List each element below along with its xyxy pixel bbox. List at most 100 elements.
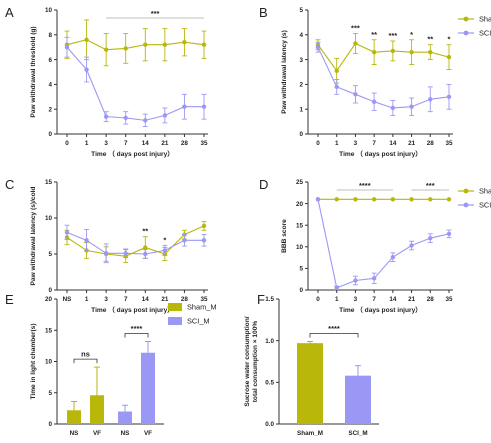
panel-a-y-tick-label-2: 4 — [48, 82, 52, 89]
panel-c-x-tick-label-4: 14 — [142, 296, 150, 303]
panel-c-series-sci-m-point-4 — [143, 251, 148, 257]
panel-a: A 0 2 4 6 8 10 0 1 3 7 14 21 28 35 Time （ days post inj… — [5, 5, 208, 158]
panel-e: E 0 5 10 15 20 Time in light chamber(s) NS VF NS V… — [5, 292, 217, 437]
panel-c-series-sci-m-point-2 — [103, 251, 109, 256]
panel-c-x-tick-label-0: NS — [63, 296, 72, 303]
panel-d-y-axis-label: BBB score — [281, 219, 288, 253]
panel-f-bar-0 — [297, 343, 323, 424]
panel-a-series-sham-m-point-7 — [201, 42, 207, 47]
panel-d: D 0 5 10 15 20 25 0 1 3 7 14 21 28 35 Time （ days post … — [259, 177, 491, 314]
panel-e-x-tick-label-3: VF — [144, 430, 152, 437]
panel-a-x-tick-label-0: 0 — [65, 140, 69, 147]
panel-c-series-sci-m-point-7 — [201, 238, 207, 243]
panel-a-series-sci-m-point-2 — [103, 114, 109, 119]
panel-d-x-tick-label-4: 14 — [389, 296, 397, 303]
panel-d-series-sham-m-point-4 — [390, 197, 396, 202]
panel-b-series-sham-m-point-6 — [428, 49, 433, 55]
panel-c-series-sci-m-point-6 — [182, 238, 187, 243]
panel-c-x-tick-label-3: 7 — [124, 296, 128, 303]
panel-a-series-sham-m-point-4 — [143, 42, 148, 47]
panel-b-point-sig-label-1: ** — [371, 30, 377, 39]
panel-b-point-sig-label-0: *** — [351, 24, 360, 33]
panel-c: C 0 5 10 15 NS 1 3 7 14 21 28 35 Time （ days post inj… — [5, 177, 208, 314]
panel-b-series-sham-m-point-3 — [371, 49, 377, 55]
panel-e-sig-bracket-0 — [73, 358, 98, 364]
panel-b-series-sci-m-point-3 — [371, 99, 377, 104]
panel-a-series-sham-m-point-2 — [103, 47, 109, 52]
panel-e-sig-label-0: ns — [81, 350, 90, 359]
panel-e-bar-3 — [141, 352, 155, 424]
panel-d-y-tick-label-3: 15 — [296, 222, 304, 229]
panel-d-legend-marker-0 — [463, 188, 469, 194]
panel-b-series-sci-m-point-0 — [315, 45, 321, 50]
panel-d-x-tick-label-6: 28 — [427, 296, 435, 303]
panel-d-sig-label-0: **** — [359, 181, 371, 190]
panel-d-y-tick-label-0: 0 — [299, 287, 303, 294]
panel-b-series-sci-m-point-5 — [409, 104, 414, 109]
panel-b-x-tick-label-5: 21 — [408, 140, 416, 147]
panel-a-series-sham-m-point-6 — [182, 40, 187, 45]
panel-e-y-tick-label-0: 0 — [48, 421, 52, 428]
panel-b-point-sig-label-2: *** — [388, 31, 397, 40]
panel-c-x-tick-label-2: 3 — [104, 296, 108, 303]
panel-d-series-sci-m-point-4 — [390, 254, 396, 260]
panel-d-sig-label-1: *** — [426, 181, 435, 190]
panel-d-x-tick-label-0: 0 — [316, 296, 320, 303]
panel-d-y-tick-label-1: 5 — [299, 266, 303, 273]
panel-d-series-sci-m-point-0 — [315, 197, 321, 202]
panel-b-y-tick-label-4: 4 — [299, 32, 303, 39]
panel-d-series-sci-m-point-1 — [334, 285, 339, 291]
panel-b-series-sham-m-point-7 — [446, 54, 452, 60]
panel-d-series-sham-m-point-1 — [334, 197, 339, 202]
panel-c-y-tick-label-2: 10 — [45, 215, 53, 222]
panel-a-series-sham-m-point-5 — [162, 42, 168, 47]
panel-d-x-tick-label-1: 1 — [335, 296, 339, 303]
panel-e-legend-swatch-1 — [168, 317, 182, 325]
panel-b-y-tick-label-2: 2 — [299, 82, 303, 89]
panel-b-series-sham-m-line — [317, 42, 450, 72]
panel-d-series-sci-m-point-2 — [353, 278, 358, 283]
panel-a-x-tick-label-6: 28 — [181, 140, 189, 147]
panel-b-series-sham-m-point-1 — [334, 68, 339, 73]
panel-b-x-tick-label-1: 1 — [335, 140, 339, 147]
panel-e-y-tick-label-1: 5 — [48, 390, 52, 397]
panel-d-series-sci-m-point-5 — [409, 243, 414, 248]
panel-b-y-tick-label-3: 3 — [299, 57, 303, 64]
panel-a-series-sci-m-point-0 — [64, 45, 70, 50]
panel-a-x-tick-label-3: 7 — [124, 140, 128, 147]
panel-f-y-axis-label-0: Sucrose water consumption/ — [244, 316, 251, 406]
panel-a-y-tick-label-3: 6 — [48, 57, 52, 64]
panel-b-x-tick-label-6: 28 — [427, 140, 435, 147]
panel-b-series-sci-m-line — [317, 46, 450, 109]
panel-f-y-tick-label-3: 1.5 — [265, 296, 274, 303]
panel-c-x-tick-label-7: 35 — [200, 296, 208, 303]
panel-a-x-tick-label-2: 3 — [104, 140, 108, 147]
panel-a-series-sham-m-point-1 — [84, 37, 89, 42]
panel-b-series-sci-m-point-1 — [334, 84, 339, 90]
panel-e-letter: E — [5, 292, 14, 307]
panel-b-series-sham-m-point-4 — [390, 48, 396, 54]
panel-c-series-sci-m-point-3 — [123, 251, 128, 256]
panel-c-y-tick-label-3: 15 — [45, 179, 53, 186]
panel-b-y-axis-label: Paw withdrawal latency (s) — [281, 30, 288, 114]
panel-e-legend-swatch-0 — [168, 303, 182, 311]
panel-a-x-tick-label-7: 35 — [200, 140, 208, 147]
panel-a-series-sci-m-point-5 — [162, 113, 168, 118]
panel-a-x-tick-label-5: 21 — [161, 140, 169, 147]
panel-a-series-sci-m-point-7 — [201, 104, 207, 109]
panel-e-bar-2 — [118, 411, 132, 424]
panel-b-x-tick-label-2: 3 — [354, 140, 358, 147]
panel-e-y-axis-label: Time in light chamber(s) — [30, 323, 37, 399]
panel-c-series-sham-m-point-7 — [201, 223, 207, 229]
panel-a-y-tick-label-4: 8 — [48, 32, 52, 39]
panel-e-sig-bracket-1 — [124, 333, 149, 338]
panel-a-sig-label-0: *** — [151, 9, 160, 18]
panel-d-x-tick-label-5: 21 — [408, 296, 416, 303]
panel-e-sig-label-1: **** — [131, 324, 143, 333]
panel-d-y-tick-label-4: 20 — [296, 201, 304, 208]
panel-e-bar-0 — [67, 410, 81, 424]
panel-f: F 0.0 0.5 1.0 1.5 Sucrose water consumption/t… — [244, 292, 379, 437]
panel-b-letter: B — [259, 5, 268, 20]
panel-b-point-sig-label-5: * — [448, 35, 451, 44]
